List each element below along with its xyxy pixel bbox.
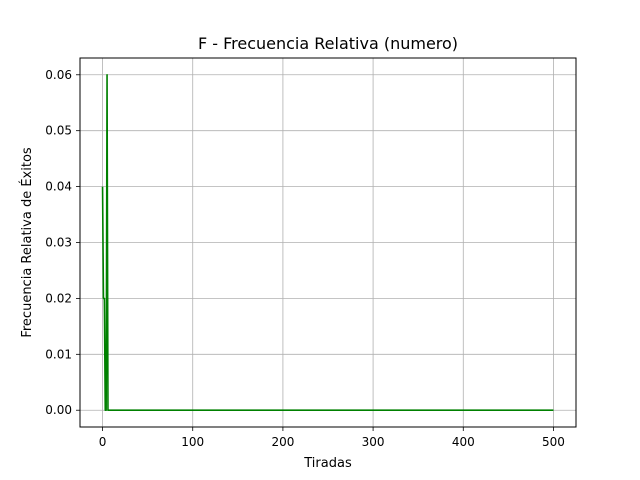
x-tick-label: 0 xyxy=(99,435,107,449)
y-axis-ticks: 0.00 0.01 0.02 0.03 0.04 0.05 0.06 xyxy=(45,68,80,417)
y-axis-label: Frecuencia Relativa de Éxitos xyxy=(19,147,35,338)
y-tick-label: 0.00 xyxy=(45,403,72,417)
x-tick-label: 500 xyxy=(542,435,565,449)
y-tick-label: 0.04 xyxy=(45,180,72,194)
x-tick-label: 200 xyxy=(271,435,294,449)
x-axis-ticks: 0 100 200 300 400 500 xyxy=(99,427,565,449)
y-tick-label: 0.02 xyxy=(45,291,72,305)
y-tick-label: 0.06 xyxy=(45,68,72,82)
x-tick-label: 100 xyxy=(181,435,204,449)
x-tick-label: 300 xyxy=(362,435,385,449)
series-layer xyxy=(101,73,554,412)
series-line xyxy=(101,73,554,412)
y-tick-label: 0.03 xyxy=(45,236,72,250)
grid-lines xyxy=(80,58,576,427)
y-tick-label: 0.01 xyxy=(45,347,72,361)
y-tick-label: 0.05 xyxy=(45,124,72,138)
x-axis-label: Tiradas xyxy=(303,456,352,471)
x-tick-label: 400 xyxy=(452,435,475,449)
chart-title: F - Frecuencia Relativa (numero) xyxy=(198,34,458,53)
